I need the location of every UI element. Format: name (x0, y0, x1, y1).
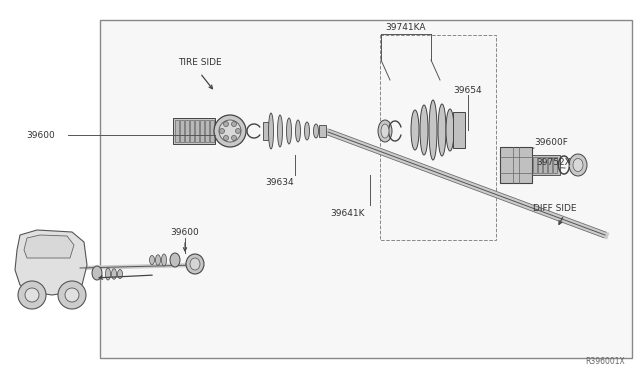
Polygon shape (24, 235, 74, 258)
Bar (180, 120, 184, 142)
Bar (195, 120, 199, 142)
Text: 39600: 39600 (171, 228, 200, 237)
Ellipse shape (170, 253, 180, 267)
Circle shape (58, 281, 86, 309)
Bar (205, 120, 209, 142)
Ellipse shape (438, 104, 446, 156)
Bar (543, 157, 547, 173)
Ellipse shape (378, 120, 392, 142)
Bar (380, 35, 496, 240)
Circle shape (25, 288, 39, 302)
Ellipse shape (92, 266, 102, 280)
Ellipse shape (150, 256, 154, 264)
Circle shape (236, 128, 241, 134)
Ellipse shape (106, 268, 111, 280)
Ellipse shape (420, 105, 428, 155)
Ellipse shape (569, 154, 587, 176)
Ellipse shape (314, 124, 319, 138)
Polygon shape (15, 230, 87, 295)
Text: 39634: 39634 (266, 177, 294, 186)
Bar (548, 157, 552, 173)
Bar (532, 155, 560, 175)
Text: TIRE SIDE: TIRE SIDE (178, 58, 221, 67)
Bar (200, 120, 204, 142)
Bar (190, 120, 194, 142)
Text: DIFF SIDE: DIFF SIDE (533, 203, 577, 212)
Ellipse shape (278, 115, 282, 147)
Text: 39641K: 39641K (331, 208, 365, 218)
Bar (175, 120, 179, 142)
Text: 39654: 39654 (454, 86, 483, 94)
Bar (453, 112, 465, 148)
Ellipse shape (446, 109, 454, 151)
Text: 39752X: 39752X (536, 157, 571, 167)
Ellipse shape (214, 115, 246, 147)
Bar (100, 20, 632, 358)
Ellipse shape (118, 269, 122, 279)
Circle shape (220, 128, 225, 134)
Text: 39741KA: 39741KA (386, 22, 426, 32)
Ellipse shape (161, 254, 166, 266)
Bar (553, 157, 557, 173)
Ellipse shape (156, 255, 161, 265)
Bar (173, 118, 215, 144)
Ellipse shape (305, 122, 310, 140)
Circle shape (223, 122, 228, 126)
Ellipse shape (111, 269, 116, 279)
Ellipse shape (269, 113, 273, 149)
Ellipse shape (219, 120, 241, 142)
Text: R396001X: R396001X (585, 357, 625, 366)
Circle shape (223, 135, 228, 140)
Bar (538, 157, 542, 173)
Bar (185, 120, 189, 142)
Ellipse shape (186, 254, 204, 274)
Bar (210, 120, 214, 142)
Bar (263, 122, 271, 140)
Circle shape (65, 288, 79, 302)
Circle shape (232, 135, 237, 140)
Ellipse shape (190, 258, 200, 270)
Ellipse shape (573, 158, 583, 171)
Circle shape (232, 122, 237, 126)
Ellipse shape (411, 110, 419, 150)
Text: 39600: 39600 (26, 131, 55, 140)
Text: 39600F: 39600F (534, 138, 568, 147)
Bar (319, 125, 326, 137)
Bar (500, 147, 532, 183)
Ellipse shape (381, 124, 389, 138)
Ellipse shape (287, 118, 291, 144)
Bar (533, 157, 537, 173)
Ellipse shape (296, 120, 301, 142)
Ellipse shape (429, 100, 437, 160)
Circle shape (18, 281, 46, 309)
